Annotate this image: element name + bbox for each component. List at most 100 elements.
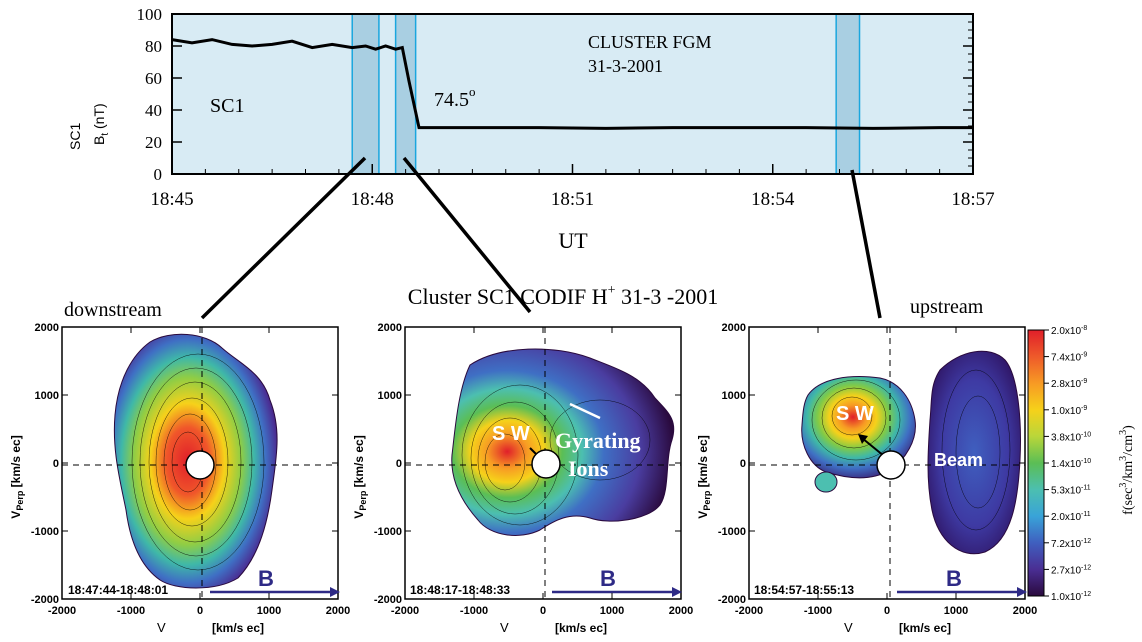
panel-axis-0: -2000 -1000 0 1000 2000 2000 1000 0 -1000 -2000 V […	[9, 322, 350, 635]
svg-text:f(sec3/km3/cm3): f(sec3/km3/cm3)	[1118, 425, 1136, 515]
annotation-spacecraft: SC1	[210, 95, 244, 117]
panel-xtick-label: 2000	[1013, 605, 1037, 617]
distribution-blob	[451, 348, 675, 536]
origin-circle	[876, 450, 906, 480]
panel-label: downstream	[64, 299, 162, 321]
colorbar-label: 2.8x10-9	[1051, 378, 1087, 390]
bt-series-line	[171, 38, 973, 130]
xtick-label: 18:45	[150, 189, 193, 210]
panel-ytick-label: -1000	[374, 526, 402, 538]
panel-ytick-label: -2000	[374, 594, 402, 606]
highlight-interval-2	[835, 13, 861, 175]
colorbar-label: 1.0x10-12	[1051, 591, 1091, 603]
origin-circle	[185, 450, 215, 480]
b-arrow-label: B	[946, 566, 962, 591]
panel-xlabel-unit: [km/s ec]	[555, 621, 607, 635]
annotation-date: 31-3-2001	[588, 56, 663, 76]
b-arrow-head	[672, 587, 682, 597]
annotation-sw: S W	[492, 423, 530, 445]
colorbar-label: 3.8x10-10	[1051, 431, 1091, 443]
panel-ytick-label: 2000	[35, 322, 59, 334]
xtick-label: 18:51	[551, 189, 594, 210]
panel-xlabel-unit: [km/s ec]	[212, 621, 264, 635]
panel-ytick-label: 2000	[378, 322, 402, 334]
connector-lines	[200, 156, 882, 320]
timeseries-panel: 100 80 60 40 20 0 18:45 18:48 18:51 18:54 18:57 U…	[67, 5, 995, 253]
ytick-label: 60	[145, 69, 162, 88]
panel-xtick-label: 1000	[600, 605, 624, 617]
distribution-blob-small	[814, 471, 838, 493]
highlight-intervals	[351, 13, 861, 175]
colorbar-label: 2.7x10-12	[1051, 564, 1091, 576]
timeseries-ylabel: SC1	[67, 123, 83, 150]
panel-xtick-label: 0	[197, 605, 203, 617]
panel-xlabel: V	[157, 620, 166, 635]
colorbar-gradient	[1027, 329, 1045, 597]
panel-ylabel: VPerp [km/s ec]	[696, 435, 712, 518]
panel-ytick-label: 0	[53, 458, 59, 470]
colorbar-label: 7.4x10-9	[1051, 352, 1087, 364]
panel-ytick-label: 0	[740, 458, 746, 470]
b-arrow-head	[1017, 587, 1027, 597]
panel-axis-1: -2000 -1000 0 1000 2000 2000 1000 0 -1000 -2000 V […	[352, 322, 693, 635]
panel-xlabel: V	[500, 620, 509, 635]
panel-xtick-label: -2000	[48, 605, 76, 617]
panel-axis-2: -2000 -1000 0 1000 2000 2000 1000 0 -1000 -2000 V […	[696, 322, 1037, 635]
connector-middle	[402, 156, 532, 314]
timeseries-ticks	[171, 13, 974, 175]
panel-ytick-label: -2000	[31, 594, 59, 606]
panel-downstream: downstream B 18:47:44-18:48:01	[61, 299, 340, 600]
annotation-gyrating: Gyrating	[555, 428, 641, 453]
panel-label: upstream	[910, 296, 984, 318]
timeseries-ytick-labels: 100 80 60 40 20 0	[137, 5, 163, 184]
panel-ytick-label: 0	[396, 458, 402, 470]
ylabel-spacecraft: SC1	[67, 123, 83, 150]
annotation-ions: Ions	[568, 456, 609, 481]
ytick-label: 0	[154, 165, 163, 184]
panel-xlabel: V	[844, 620, 853, 635]
panel-xtick-label: -2000	[391, 605, 419, 617]
panel-ytick-label: 1000	[35, 390, 59, 402]
xtick-label: 18:57	[951, 189, 994, 210]
distribution-blob-beam	[927, 350, 1021, 555]
colorbar-label: 1.4x10-10	[1051, 458, 1091, 470]
panel-xtick-label: -1000	[460, 605, 488, 617]
panel-ytick-label: -2000	[718, 594, 746, 606]
panel-xtick-label: -1000	[804, 605, 832, 617]
colorbar-labels: 2.0x10-8 7.4x10-9 2.8x10-9 1.0x10-9 3.8x10-1…	[1044, 325, 1091, 603]
connector-upstream	[850, 169, 882, 319]
panel-middle: S W Gyrating Ions B 18:48:17-18:48:33	[404, 326, 682, 600]
panel-axes: -2000 -1000 0 1000 2000 2000 1000 0 -1000 -2000 V […	[9, 322, 1037, 635]
panel-ylabel: VPerp [km/s ec]	[9, 435, 25, 518]
panel-time: 18:47:44-18:48:01	[68, 583, 168, 597]
ytick-label: 40	[145, 101, 162, 120]
colorbar-title: f(sec3/km3/cm3)	[1118, 425, 1136, 515]
panel-ytick-label: -1000	[718, 526, 746, 538]
panel-ytick-label: 1000	[378, 390, 402, 402]
b-arrow-label: B	[600, 566, 616, 591]
colorbar-label: 2.0x10-8	[1051, 325, 1087, 337]
panel-xtick-label: 0	[540, 605, 546, 617]
panel-ytick-label: -1000	[31, 526, 59, 538]
timeseries-ylabel-bt: Bt (nT)	[91, 103, 111, 145]
panel-ylabel: VPerp [km/s ec]	[352, 435, 368, 518]
annotation-sw: S W	[836, 403, 874, 425]
colorbar-label: 1.0x10-9	[1051, 405, 1087, 417]
sw-arrow-head	[858, 434, 868, 444]
origin-circle	[531, 449, 561, 479]
colorbar-label: 7.2x10-12	[1051, 538, 1091, 550]
panel-xtick-label: 1000	[257, 605, 281, 617]
panel-upstream: upstream S W Beam B 18:54:57-18:55:13	[748, 296, 1027, 600]
panel-xtick-label: 2000	[326, 605, 350, 617]
colorbar-label: 5.3x10-11	[1051, 485, 1091, 497]
annotation-angle: 74.5o	[434, 84, 476, 111]
panel-xtick-label: -1000	[117, 605, 145, 617]
panel-xlabel-unit: [km/s ec]	[899, 621, 951, 635]
contour-lines	[131, 353, 265, 571]
annotation-beam: Beam	[934, 450, 983, 470]
xtick-label: 18:54	[751, 189, 795, 210]
b-arrow-head	[330, 587, 340, 597]
timeseries-xlabel: UT	[558, 228, 588, 253]
connector-downstream	[200, 156, 367, 320]
timeseries-xtick-labels: 18:45 18:48 18:51 18:54 18:57	[150, 189, 994, 210]
